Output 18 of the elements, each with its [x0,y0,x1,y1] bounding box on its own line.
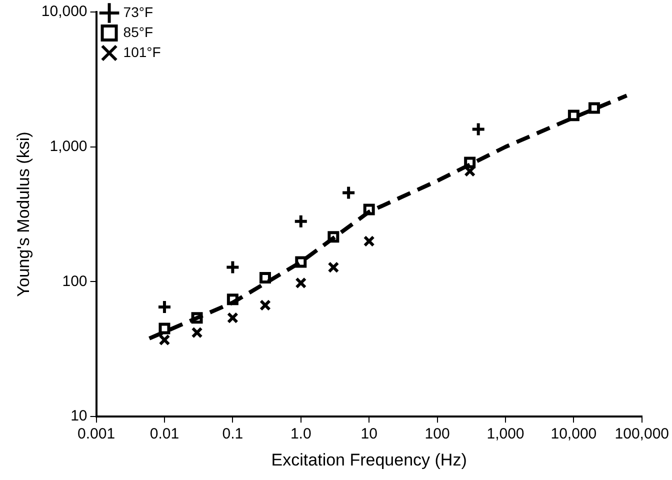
x-tick-label: 0.01 [150,426,180,443]
y-tick-label: 10 [70,408,88,425]
y-tick-label: 100 [62,272,88,290]
legend-label: 73°F [123,4,154,20]
x-tick-label: 10,000 [550,426,597,443]
y-tick-label: 1,000 [50,138,88,156]
x-tick-label: 1.0 [290,426,312,443]
x-tick-label: 1,000 [486,426,524,443]
x-tick-label: 0.001 [78,426,116,443]
x-axis-title: Excitation Frequency (Hz) [271,450,467,470]
y-tick-label: 10,000 [41,3,88,20]
x-tick-label: 0.1 [222,426,244,443]
legend-label: 85°F [123,24,154,40]
legend-label: 101°F [123,44,161,60]
x-tick-label: 10 [360,426,378,443]
y-axis-title: Young's Modulus (ksi) [14,132,33,297]
x-tick-label: 100,000 [614,426,670,443]
x-tick-label: 100 [424,426,450,443]
